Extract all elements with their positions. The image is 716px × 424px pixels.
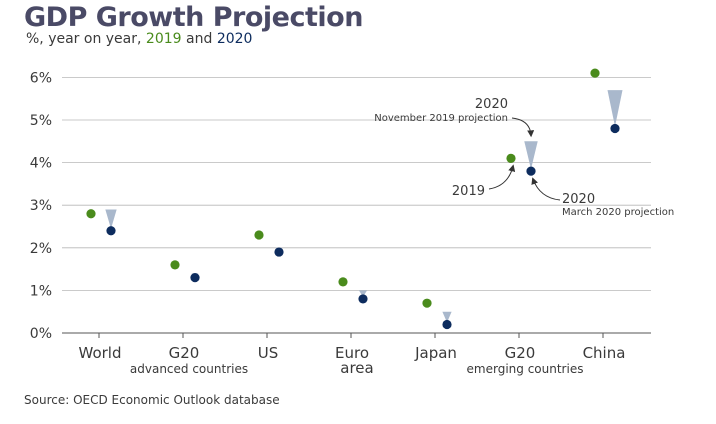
- point-2020: [358, 294, 368, 304]
- source-note: Source: OECD Economic Outlook database: [24, 393, 280, 407]
- annotation-mar-arrow: [531, 177, 561, 201]
- chart-title: GDP Growth Projection: [24, 2, 363, 33]
- revision-wedge: [105, 209, 117, 229]
- x-category-label: World: [79, 344, 122, 362]
- y-tick-label: 2%: [30, 241, 52, 257]
- subtitle-2020: 2020: [216, 31, 253, 47]
- point-2019: [590, 68, 600, 78]
- x-category-label: G20: [505, 344, 536, 362]
- annotation-nov-label: November 2019 projection: [374, 113, 508, 124]
- annotation-mar-year: 2020: [562, 192, 595, 207]
- point-2020: [526, 166, 536, 176]
- revision-wedge: [524, 141, 538, 170]
- x-category-label: Japan: [414, 344, 457, 362]
- x-category-label: China: [583, 344, 626, 362]
- x-category-label: US: [258, 344, 279, 362]
- revision-wedge: [358, 290, 368, 297]
- x-category-sublabel: advanced countries: [130, 362, 248, 376]
- x-category-label: Euro: [335, 344, 369, 362]
- point-2020: [610, 123, 620, 134]
- point-2019: [254, 230, 264, 240]
- x-category-sublabel: emerging countries: [467, 362, 584, 376]
- y-tick-label: 3%: [30, 198, 52, 214]
- y-tick-label: 1%: [30, 283, 52, 299]
- subtitle-2019: 2019: [145, 31, 182, 47]
- subtitle-and: and: [181, 31, 217, 47]
- y-tick-label: 5%: [30, 113, 52, 129]
- point-2019: [170, 260, 180, 270]
- annotation-2019-arrow: [488, 164, 516, 190]
- y-tick-label: 6%: [30, 70, 52, 86]
- y-tick-label: 0%: [30, 326, 52, 342]
- revision-wedge: [607, 90, 623, 127]
- point-2020: [274, 247, 284, 257]
- annotation-nov-year: 2020: [475, 97, 508, 112]
- annotation-2019-label: 2019: [452, 184, 485, 199]
- y-tick-label: 4%: [30, 156, 52, 172]
- revision-wedge: [442, 311, 452, 323]
- x-category-sublabel: area: [340, 359, 373, 377]
- point-2019: [338, 277, 348, 287]
- subtitle-prefix: %, year on year,: [26, 31, 146, 47]
- annotation-nov-arrow: [511, 117, 535, 138]
- point-2019: [422, 298, 432, 308]
- point-2020: [442, 319, 452, 330]
- point-2020: [106, 226, 116, 236]
- point-2020: [190, 273, 200, 283]
- x-category-label: G20: [169, 344, 200, 362]
- chart-subtitle: %, year on year, 2019 and 2020: [26, 31, 252, 47]
- point-2019: [506, 153, 516, 163]
- point-2019: [86, 209, 96, 219]
- annotation-mar-label: March 2020 projection: [562, 207, 674, 218]
